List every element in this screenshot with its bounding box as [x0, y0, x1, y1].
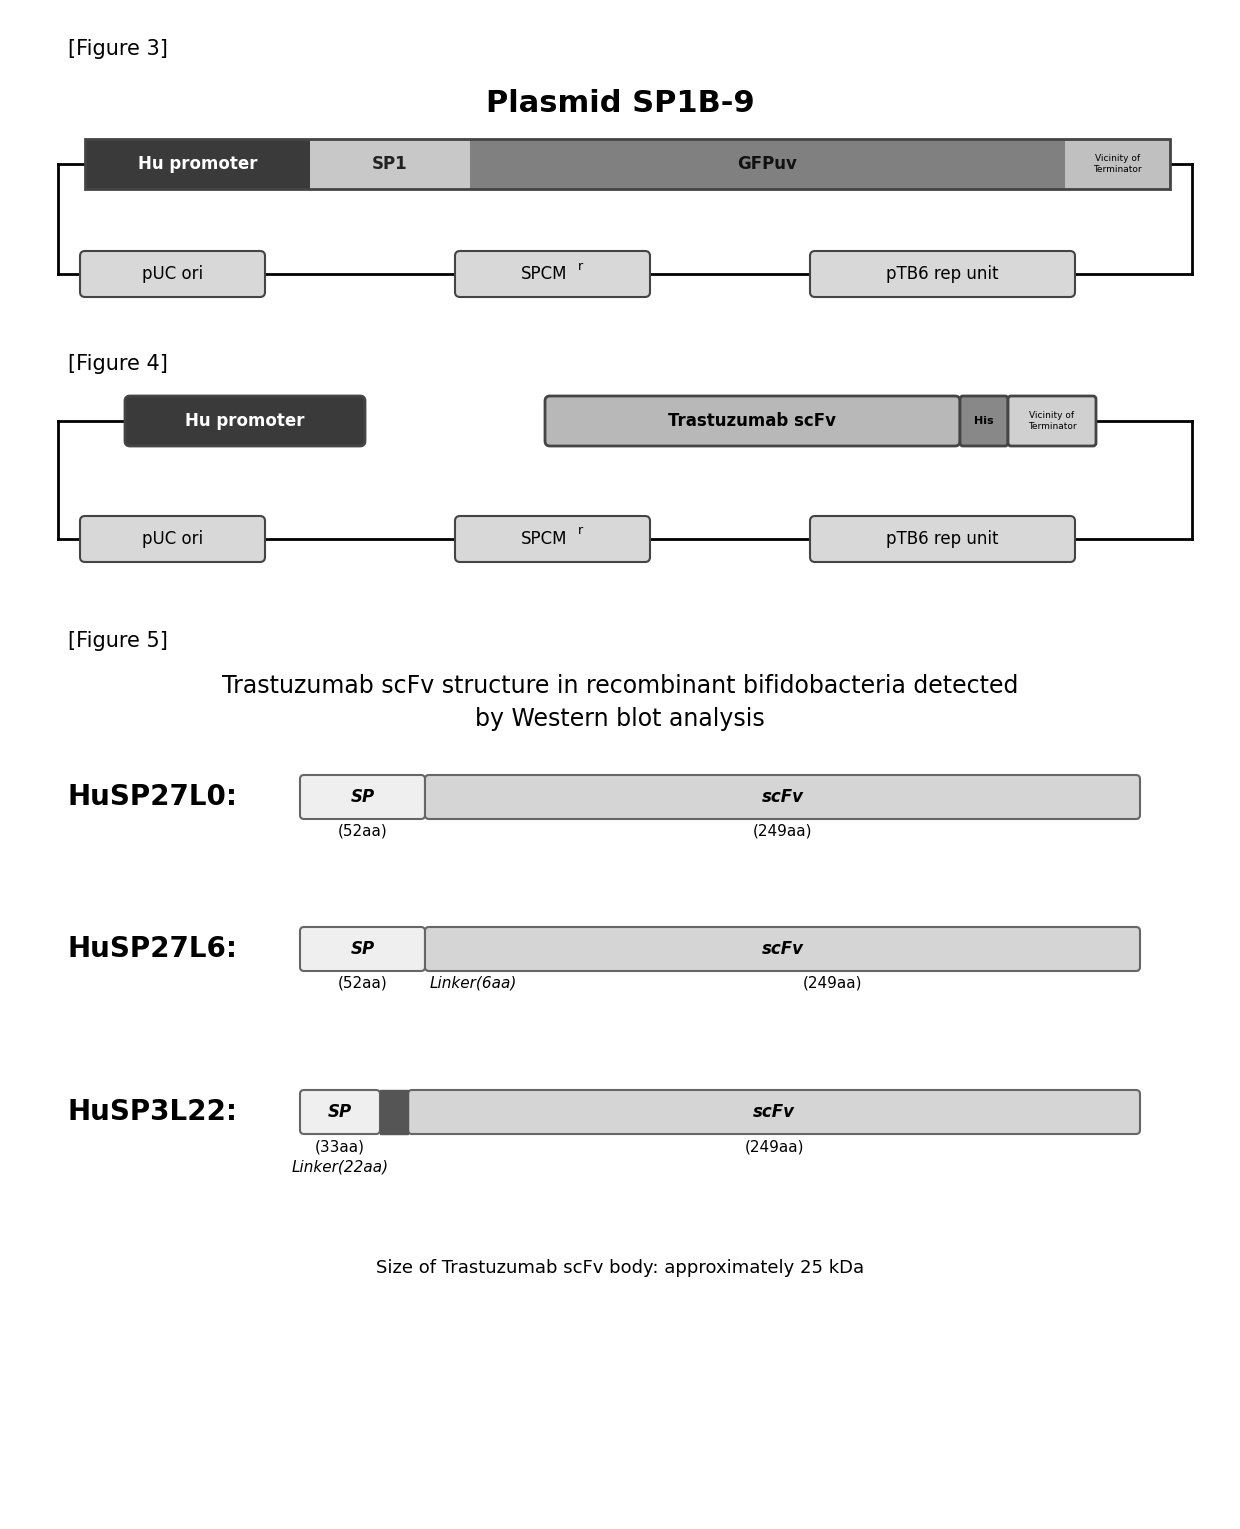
- Text: His: His: [975, 416, 993, 427]
- Text: Hu promoter: Hu promoter: [185, 411, 305, 430]
- Text: (249aa): (249aa): [744, 1139, 804, 1154]
- Text: [Figure 4]: [Figure 4]: [68, 355, 167, 375]
- FancyBboxPatch shape: [455, 251, 650, 297]
- FancyBboxPatch shape: [81, 515, 265, 563]
- FancyBboxPatch shape: [81, 251, 265, 297]
- Text: Plasmid SP1B-9: Plasmid SP1B-9: [486, 89, 754, 118]
- FancyBboxPatch shape: [810, 515, 1075, 563]
- FancyBboxPatch shape: [300, 927, 425, 971]
- Text: (33aa): (33aa): [315, 1139, 365, 1154]
- FancyBboxPatch shape: [455, 515, 650, 563]
- Text: pTB6 rep unit: pTB6 rep unit: [887, 531, 998, 547]
- Text: (249aa): (249aa): [802, 976, 862, 991]
- Text: SP: SP: [351, 940, 374, 959]
- Text: (249aa): (249aa): [753, 824, 812, 839]
- FancyBboxPatch shape: [810, 251, 1075, 297]
- Text: SPCM: SPCM: [521, 531, 568, 547]
- Text: SP: SP: [327, 1102, 352, 1121]
- Text: Linker(6aa): Linker(6aa): [430, 976, 517, 991]
- FancyBboxPatch shape: [546, 396, 960, 446]
- Bar: [379, 1090, 408, 1135]
- Text: Trastuzumab scFv structure in recombinant bifidobacteria detected
by Western blo: Trastuzumab scFv structure in recombinan…: [222, 674, 1018, 731]
- Text: Linker(22aa): Linker(22aa): [291, 1159, 388, 1174]
- FancyBboxPatch shape: [125, 396, 365, 446]
- Text: pUC ori: pUC ori: [141, 531, 203, 547]
- Text: pUC ori: pUC ori: [141, 265, 203, 283]
- Text: (52aa): (52aa): [337, 976, 387, 991]
- Bar: [310, 139, 470, 190]
- Text: GFPuv: GFPuv: [738, 154, 797, 173]
- Text: HuSP27L0:: HuSP27L0:: [68, 783, 238, 810]
- FancyBboxPatch shape: [425, 775, 1140, 820]
- Text: Vicinity of
Terminator: Vicinity of Terminator: [1028, 411, 1076, 431]
- Text: HuSP3L22:: HuSP3L22:: [68, 1098, 238, 1125]
- FancyBboxPatch shape: [408, 1090, 1140, 1135]
- Text: Trastuzumab scFv: Trastuzumab scFv: [668, 411, 837, 430]
- Text: SP1: SP1: [372, 154, 408, 173]
- Bar: [86, 139, 1171, 190]
- FancyBboxPatch shape: [300, 775, 425, 820]
- Text: [Figure 5]: [Figure 5]: [68, 631, 167, 651]
- Text: r: r: [578, 260, 583, 272]
- Text: Hu promoter: Hu promoter: [138, 154, 257, 173]
- Text: HuSP27L6:: HuSP27L6:: [68, 936, 238, 963]
- Text: scFv: scFv: [761, 787, 804, 806]
- Text: (52aa): (52aa): [337, 824, 387, 839]
- Text: SPCM: SPCM: [521, 265, 568, 283]
- Text: SP: SP: [351, 787, 374, 806]
- Bar: [1065, 139, 1171, 190]
- Text: pTB6 rep unit: pTB6 rep unit: [887, 265, 998, 283]
- Text: r: r: [578, 524, 583, 538]
- Text: Size of Trastuzumab scFv body: approximately 25 kDa: Size of Trastuzumab scFv body: approxima…: [376, 1258, 864, 1277]
- Bar: [470, 139, 1065, 190]
- FancyBboxPatch shape: [1008, 396, 1096, 446]
- Text: scFv: scFv: [753, 1102, 795, 1121]
- Text: [Figure 3]: [Figure 3]: [68, 40, 167, 60]
- Bar: [86, 139, 1171, 190]
- Text: scFv: scFv: [761, 940, 804, 959]
- FancyBboxPatch shape: [960, 396, 1008, 446]
- Bar: [86, 139, 310, 190]
- Text: Vicinity of
Terminator: Vicinity of Terminator: [1094, 154, 1142, 174]
- FancyBboxPatch shape: [425, 927, 1140, 971]
- FancyBboxPatch shape: [300, 1090, 379, 1135]
